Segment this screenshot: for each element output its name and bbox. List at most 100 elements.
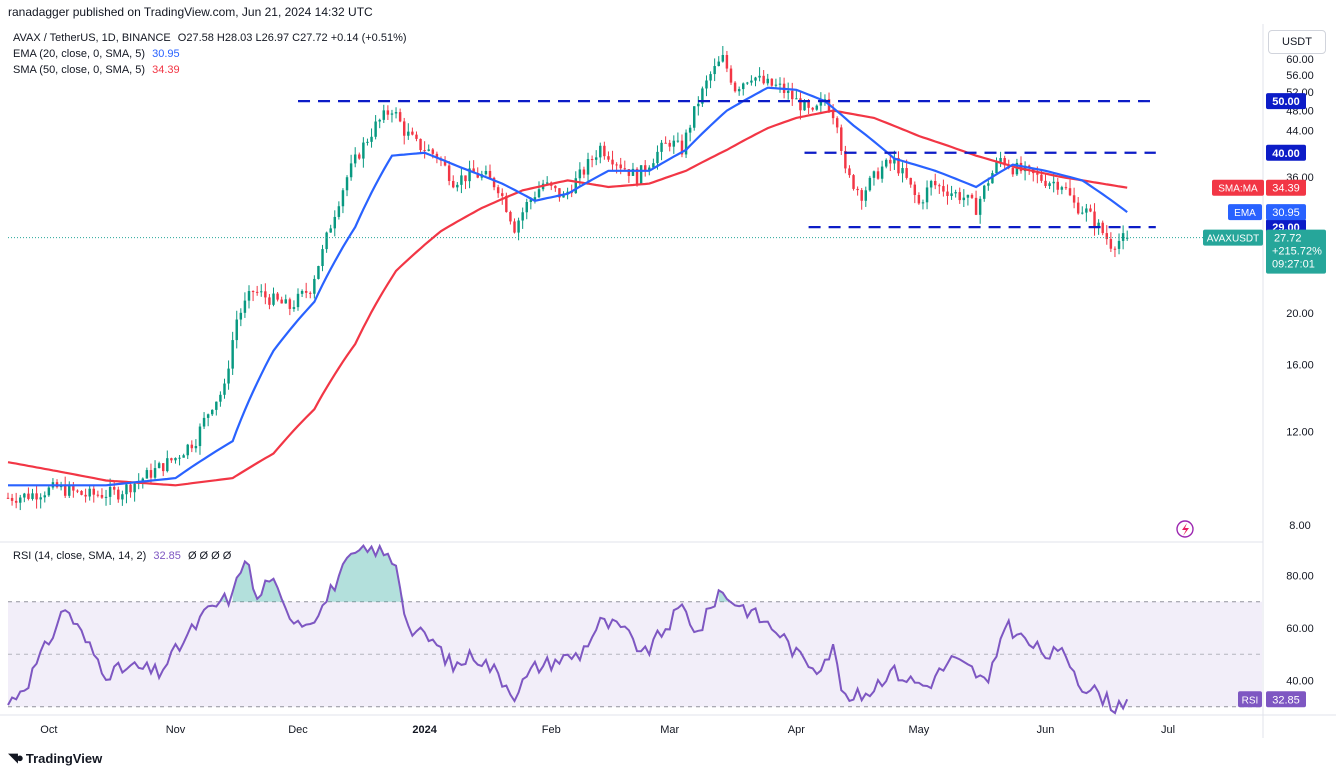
candle-body[interactable] bbox=[537, 189, 541, 198]
candle-body[interactable] bbox=[370, 136, 373, 142]
candle-body[interactable] bbox=[754, 77, 757, 81]
candle-body[interactable] bbox=[112, 486, 116, 490]
candle-body[interactable] bbox=[774, 84, 778, 86]
candle-body[interactable] bbox=[190, 444, 194, 449]
candle-body[interactable] bbox=[844, 150, 847, 169]
candle-body[interactable] bbox=[717, 61, 720, 67]
sma50-line[interactable] bbox=[7, 109, 1128, 487]
candle-body[interactable] bbox=[594, 157, 598, 160]
candle-body[interactable] bbox=[983, 185, 986, 199]
candle-body[interactable] bbox=[872, 171, 876, 178]
candle-body[interactable] bbox=[39, 497, 42, 500]
candle-body[interactable] bbox=[860, 190, 863, 201]
candle-body[interactable] bbox=[807, 101, 810, 108]
candle-body[interactable] bbox=[970, 194, 974, 198]
candle-body[interactable] bbox=[1040, 174, 1043, 181]
candle-body[interactable] bbox=[819, 99, 823, 106]
candle-body[interactable] bbox=[468, 168, 471, 182]
candle-body[interactable] bbox=[211, 409, 214, 415]
candle-body[interactable] bbox=[529, 199, 533, 202]
candle-body[interactable] bbox=[219, 394, 222, 402]
candle-body[interactable] bbox=[742, 83, 745, 90]
candle-body[interactable] bbox=[823, 99, 827, 101]
candle-body[interactable] bbox=[464, 175, 467, 182]
candle-body[interactable] bbox=[868, 177, 872, 191]
candle-body[interactable] bbox=[942, 186, 945, 192]
candle-body[interactable] bbox=[14, 500, 18, 503]
candle-body[interactable] bbox=[415, 134, 418, 139]
candle-body[interactable] bbox=[725, 54, 729, 69]
candle-body[interactable] bbox=[668, 142, 671, 147]
candle-body[interactable] bbox=[1117, 240, 1121, 249]
candle-body[interactable] bbox=[701, 88, 704, 104]
candle-body[interactable] bbox=[170, 458, 173, 461]
candle-body[interactable] bbox=[129, 484, 132, 493]
candle-body[interactable] bbox=[443, 160, 447, 166]
candle-body[interactable] bbox=[688, 127, 692, 133]
candle-body[interactable] bbox=[762, 75, 765, 84]
candle-body[interactable] bbox=[639, 165, 643, 184]
candle-body[interactable] bbox=[227, 368, 230, 384]
candle-body[interactable] bbox=[300, 290, 304, 294]
candle-body[interactable] bbox=[182, 455, 185, 458]
candle-body[interactable] bbox=[864, 190, 868, 201]
candle-body[interactable] bbox=[950, 193, 953, 196]
candle-body[interactable] bbox=[435, 153, 439, 159]
candle-body[interactable] bbox=[586, 159, 590, 175]
candle-body[interactable] bbox=[929, 181, 933, 188]
candle-body[interactable] bbox=[991, 173, 994, 184]
candle-body[interactable] bbox=[276, 293, 279, 300]
candle-body[interactable] bbox=[631, 168, 635, 176]
candle-body[interactable] bbox=[933, 181, 937, 186]
candle-body[interactable] bbox=[309, 292, 312, 294]
candle-body[interactable] bbox=[746, 82, 749, 84]
candle-body[interactable] bbox=[260, 291, 263, 293]
candle-body[interactable] bbox=[607, 156, 610, 160]
candle-body[interactable] bbox=[799, 98, 802, 111]
candle-body[interactable] bbox=[362, 142, 365, 159]
candle-body[interactable] bbox=[472, 168, 475, 173]
candle-body[interactable] bbox=[88, 488, 91, 497]
candle-body[interactable] bbox=[157, 463, 161, 469]
candle-body[interactable] bbox=[402, 121, 406, 136]
candle-body[interactable] bbox=[987, 183, 990, 186]
candle-body[interactable] bbox=[386, 110, 390, 115]
candle-body[interactable] bbox=[178, 457, 181, 459]
candle-body[interactable] bbox=[63, 485, 67, 496]
candle-body[interactable] bbox=[1072, 195, 1076, 203]
candle-body[interactable] bbox=[419, 138, 422, 151]
candle-body[interactable] bbox=[611, 159, 614, 165]
candle-body[interactable] bbox=[729, 68, 733, 83]
candle-body[interactable] bbox=[513, 221, 516, 233]
candle-body[interactable] bbox=[374, 121, 377, 137]
candle-body[interactable] bbox=[231, 340, 234, 369]
candle-body[interactable] bbox=[96, 494, 100, 496]
candle-body[interactable] bbox=[125, 484, 128, 495]
candle-body[interactable] bbox=[713, 66, 716, 75]
candle-body[interactable] bbox=[452, 180, 455, 188]
candle-body[interactable] bbox=[223, 383, 226, 395]
candle-body[interactable] bbox=[811, 107, 814, 110]
candle-body[interactable] bbox=[791, 90, 794, 100]
candle-body[interactable] bbox=[206, 414, 210, 418]
rsi-line[interactable] bbox=[7, 543, 1129, 715]
candle-body[interactable] bbox=[198, 426, 202, 447]
candle-body[interactable] bbox=[10, 497, 14, 501]
candle-body[interactable] bbox=[623, 168, 627, 170]
candle-body[interactable] bbox=[558, 188, 561, 198]
candle-body[interactable] bbox=[296, 293, 300, 308]
candle-body[interactable] bbox=[884, 159, 888, 167]
candle-body[interactable] bbox=[590, 159, 594, 161]
candle-body[interactable] bbox=[84, 494, 87, 497]
candle-body[interactable] bbox=[615, 164, 618, 166]
candle-body[interactable] bbox=[1052, 181, 1055, 184]
candle-body[interactable] bbox=[660, 142, 663, 152]
candle-body[interactable] bbox=[456, 184, 459, 188]
candle-body[interactable] bbox=[423, 150, 426, 152]
candle-body[interactable] bbox=[382, 110, 386, 120]
candle-body[interactable] bbox=[1121, 233, 1125, 241]
candle-body[interactable] bbox=[264, 291, 267, 298]
candle-body[interactable] bbox=[652, 163, 655, 168]
candle-body[interactable] bbox=[786, 90, 790, 93]
candle-body[interactable] bbox=[186, 444, 189, 456]
